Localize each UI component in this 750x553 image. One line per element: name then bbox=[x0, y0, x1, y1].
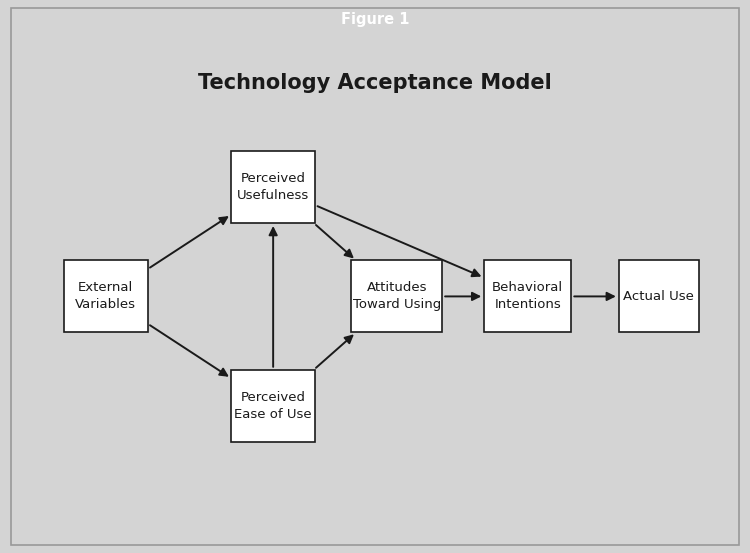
FancyBboxPatch shape bbox=[64, 260, 148, 332]
FancyBboxPatch shape bbox=[619, 260, 699, 332]
Text: Figure 1: Figure 1 bbox=[340, 12, 410, 28]
FancyBboxPatch shape bbox=[351, 260, 442, 332]
Text: Perceived
Usefulness: Perceived Usefulness bbox=[237, 172, 309, 202]
FancyBboxPatch shape bbox=[484, 260, 572, 332]
Text: Actual Use: Actual Use bbox=[623, 290, 694, 303]
FancyBboxPatch shape bbox=[231, 369, 315, 442]
Text: Behavioral
Intentions: Behavioral Intentions bbox=[492, 281, 563, 311]
Text: Technology Acceptance Model: Technology Acceptance Model bbox=[198, 73, 552, 93]
Text: Attitudes
Toward Using: Attitudes Toward Using bbox=[352, 281, 441, 311]
Text: Perceived
Ease of Use: Perceived Ease of Use bbox=[234, 390, 312, 421]
Text: External
Variables: External Variables bbox=[75, 281, 136, 311]
FancyBboxPatch shape bbox=[231, 151, 315, 223]
